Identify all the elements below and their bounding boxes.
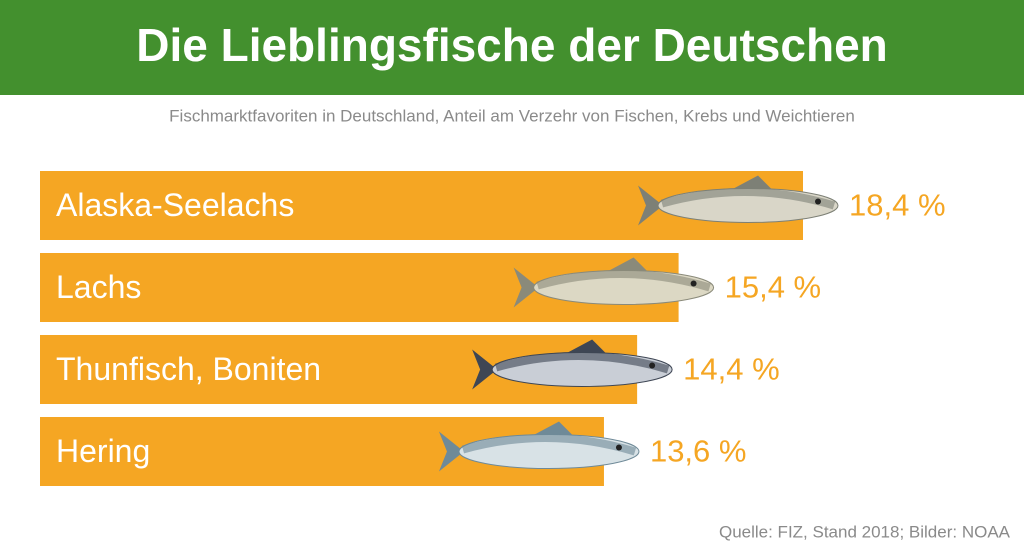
fish-fin <box>603 257 650 274</box>
value-label: 14,4 % <box>683 352 780 387</box>
fish-tail <box>513 267 539 308</box>
fish-illustration <box>438 421 640 472</box>
fish-back <box>536 270 711 292</box>
fish-illustration <box>472 339 673 390</box>
fish-eye <box>815 198 821 205</box>
fish-tail <box>472 349 498 390</box>
chart-title: Die Lieblingsfische der Deutschen <box>136 19 888 71</box>
fish-illustration <box>638 175 839 226</box>
fish-back <box>461 434 637 456</box>
fish-eye <box>690 280 697 287</box>
fish-fin <box>728 175 774 192</box>
fish-illustration <box>513 257 715 308</box>
fish-back <box>495 352 670 374</box>
category-label: Lachs <box>56 269 141 305</box>
chart-subtitle: Fischmarktfavoriten in Deutschland, Ante… <box>169 106 855 125</box>
fish-eye <box>615 444 622 451</box>
header-band <box>0 0 1024 95</box>
fish-tail <box>438 431 464 472</box>
fish-back <box>660 188 836 210</box>
fish-fin <box>562 339 609 356</box>
fish-fin <box>528 421 575 438</box>
value-label: 15,4 % <box>725 270 822 305</box>
category-label: Thunfisch, Boniten <box>56 351 321 387</box>
value-label: 13,6 % <box>650 434 747 469</box>
category-label: Alaska-Seelachs <box>56 187 294 223</box>
fish-tail <box>638 185 663 226</box>
value-label: 18,4 % <box>849 188 946 223</box>
source-note: Quelle: FIZ, Stand 2018; Bilder: NOAA <box>719 522 1011 541</box>
category-label: Hering <box>56 433 150 469</box>
fish-eye <box>649 362 656 369</box>
